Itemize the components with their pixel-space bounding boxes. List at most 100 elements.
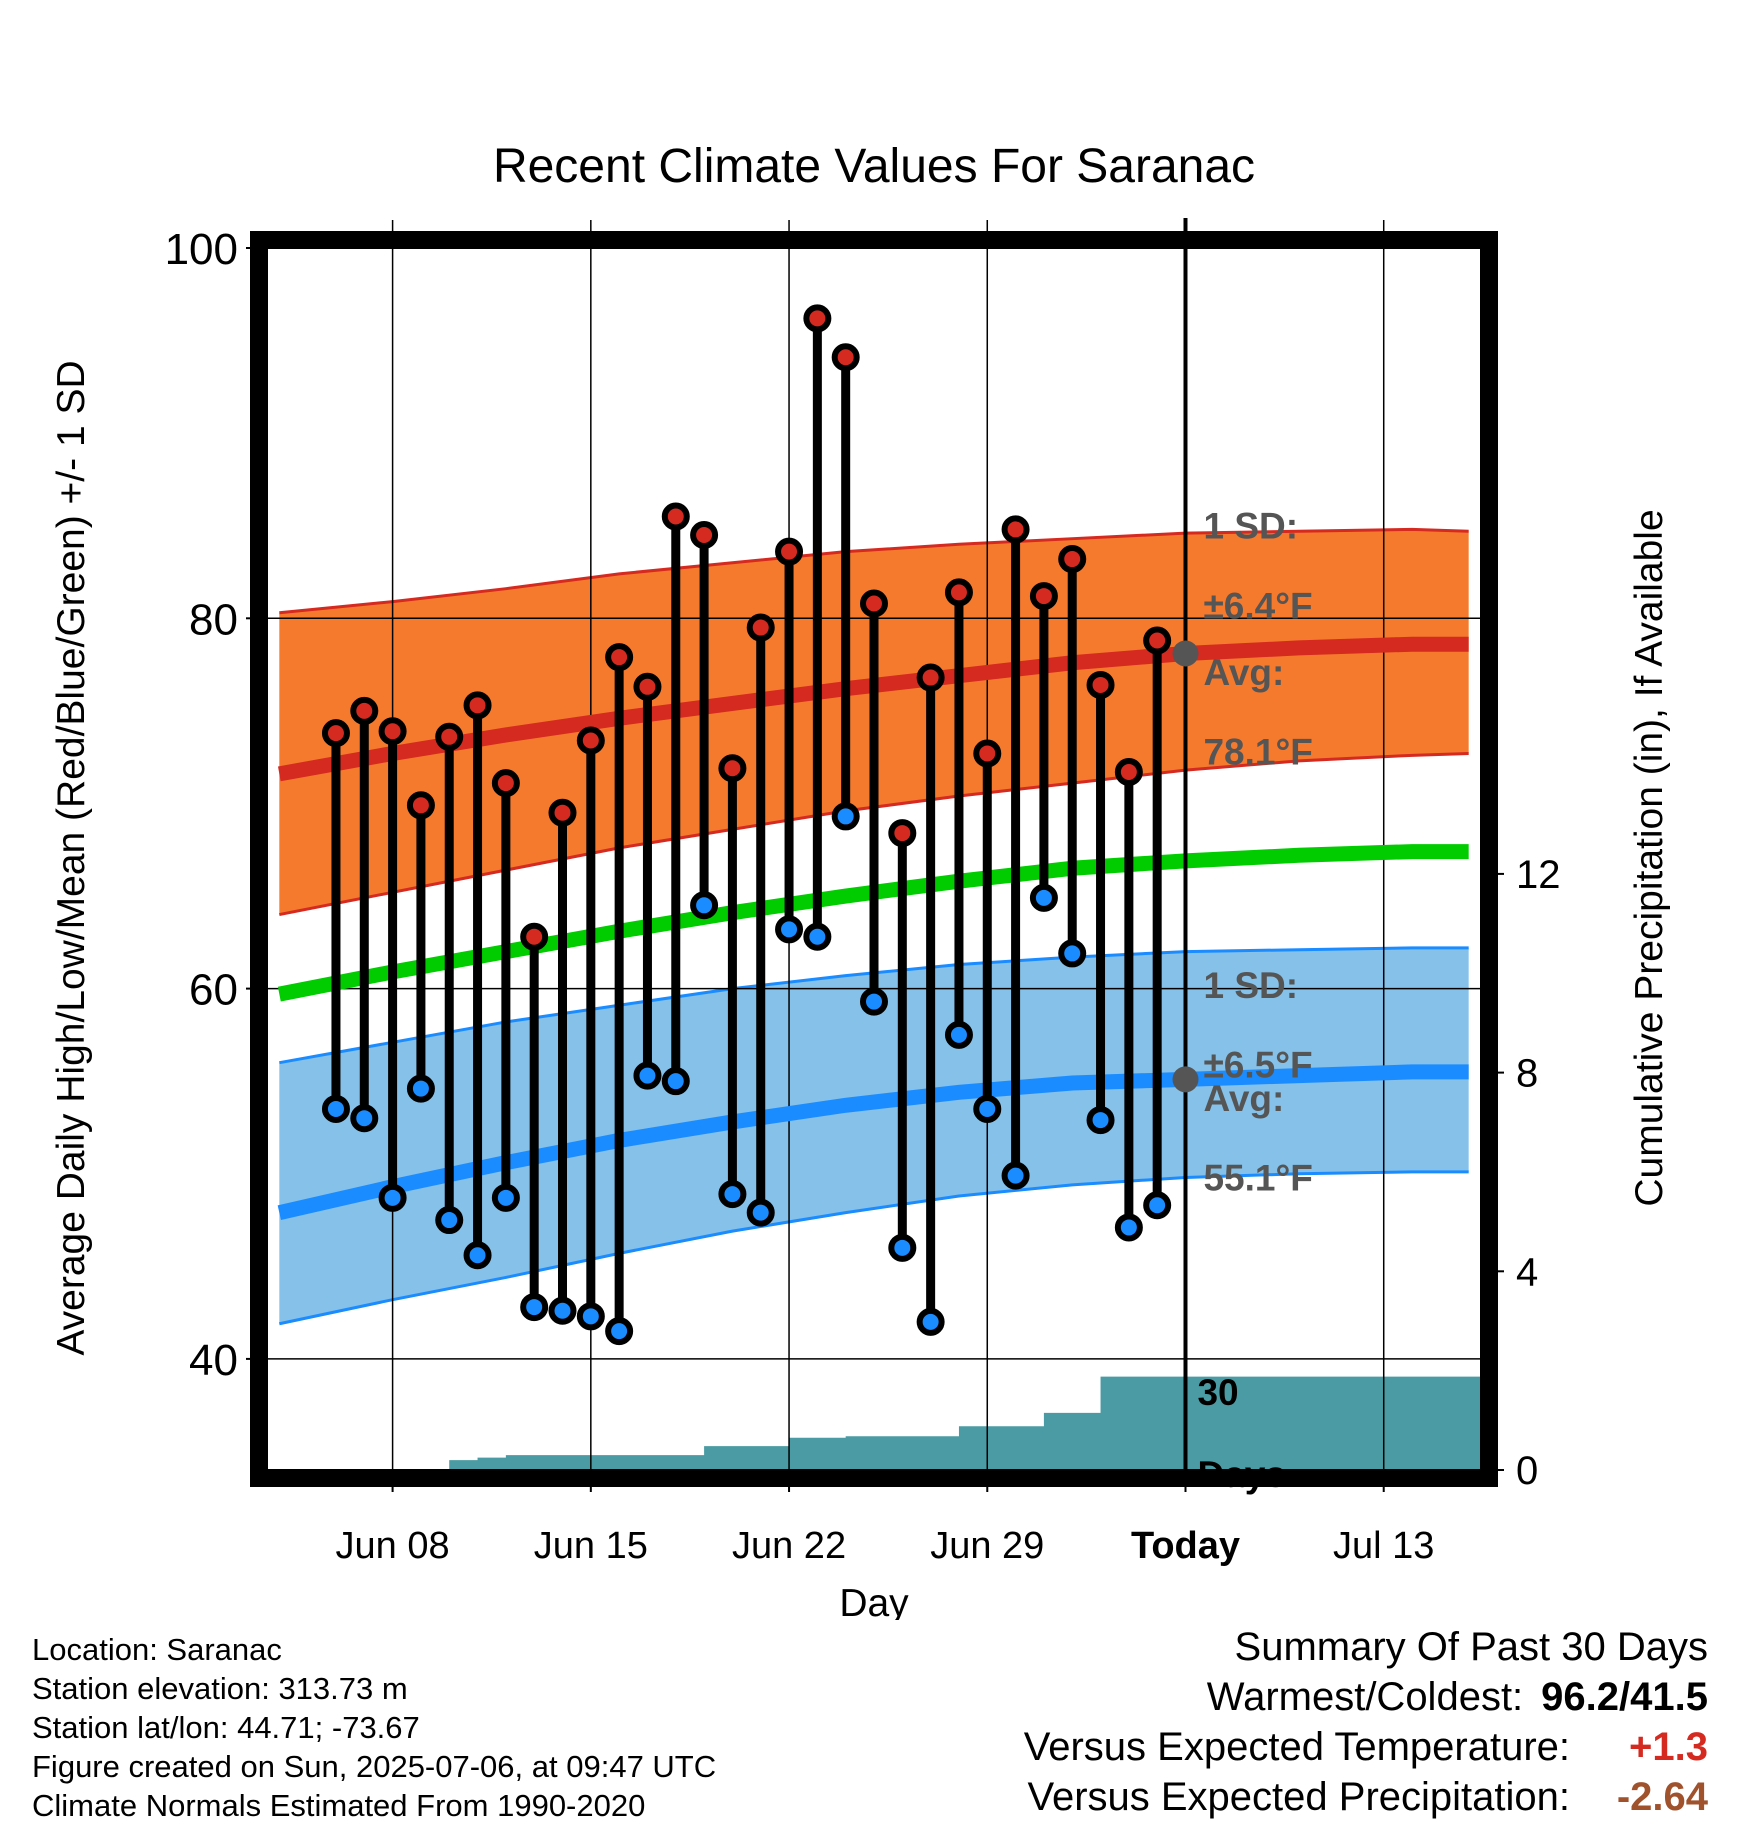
- precip-anomaly-value: -2.64: [1616, 1775, 1708, 1819]
- high-point: [548, 798, 577, 827]
- high-point: [378, 717, 407, 746]
- low-point: [888, 1233, 917, 1262]
- low-sd-band: [279, 947, 1469, 1324]
- y2-tick-label: 0: [1516, 1449, 1538, 1493]
- x-tick-label: Jun 22: [732, 1525, 846, 1567]
- high-point: [888, 819, 917, 848]
- x-tick-label: Jun 15: [534, 1525, 648, 1567]
- normal-high-line: [277, 636, 1469, 782]
- low-point: [548, 1296, 577, 1325]
- warmest-coldest-value: 96.2/41.5: [1541, 1675, 1708, 1719]
- location-text: Location: Saranac: [32, 1632, 282, 1667]
- low-point: [916, 1307, 945, 1336]
- low-point: [576, 1302, 605, 1331]
- low-avg-label: Avg:: [1203, 1078, 1284, 1119]
- high-point: [1001, 515, 1030, 544]
- high-sd-lower-edge: [279, 751, 1469, 917]
- high-avg-value: 78.1°F: [1203, 732, 1312, 773]
- high-sd-upper-edge: [279, 527, 1469, 615]
- low-point: [406, 1074, 435, 1103]
- low-avg-value: 55.1°F: [1203, 1157, 1312, 1198]
- high-point: [1058, 545, 1087, 574]
- high-point: [803, 304, 832, 333]
- low-point: [973, 1094, 1002, 1123]
- elevation-text: Station elevation: 313.73 m: [32, 1671, 408, 1706]
- low-point: [944, 1020, 973, 1049]
- low-point: [690, 891, 719, 920]
- x-tick-label: Jun 08: [336, 1525, 450, 1567]
- high-point: [576, 726, 605, 755]
- y-tick-label: 60: [189, 966, 238, 1015]
- high-point: [661, 502, 690, 531]
- high-point: [491, 769, 520, 798]
- plot-frame: [250, 231, 1498, 1487]
- today-high-normal-marker: [1172, 640, 1199, 667]
- y-tick-label: 100: [165, 225, 238, 274]
- y2-axis-label: Cumulative Precipitation (in), If Availa…: [1628, 509, 1671, 1206]
- low-point: [1143, 1191, 1172, 1220]
- climate-chart: Recent Climate Values For Saranac 1 SD: ±…: [50, 140, 1671, 1620]
- x-tick-label: Today: [1131, 1525, 1240, 1567]
- high-point: [746, 613, 775, 642]
- latlon-text: Station lat/lon: 44.71; -73.67: [32, 1710, 420, 1745]
- warmest-coldest-label: Warmest/Coldest:: [1206, 1675, 1524, 1719]
- high-point: [1029, 582, 1058, 611]
- low-point: [831, 802, 860, 831]
- low-point: [1001, 1161, 1030, 1190]
- high-point: [463, 691, 492, 720]
- temp-anomaly-row: Versus Expected Temperature: +1.3: [1024, 1722, 1708, 1772]
- low-point: [661, 1067, 690, 1096]
- y-tick-label: 80: [189, 595, 238, 644]
- summary-panel: Summary Of Past 30 Days Warmest/Coldest:…: [1024, 1622, 1708, 1822]
- high-point: [605, 643, 634, 672]
- low-point: [463, 1241, 492, 1270]
- high-point: [860, 589, 888, 618]
- window-label-number: 30: [1197, 1372, 1238, 1413]
- low-point: [718, 1180, 747, 1209]
- x-tick-label: Jul 13: [1333, 1525, 1434, 1567]
- low-point: [435, 1206, 464, 1235]
- low-point: [321, 1094, 350, 1123]
- high-point: [944, 578, 973, 607]
- high-point: [831, 343, 860, 372]
- precip-area: [268, 1376, 1480, 1470]
- station-info: Location: Saranac Station elevation: 313…: [32, 1630, 716, 1825]
- y-tick-label: 40: [189, 1336, 238, 1385]
- low-sd-value: ±6.5°F: [1203, 1044, 1312, 1085]
- low-point: [1086, 1106, 1115, 1135]
- high-point: [406, 791, 435, 820]
- high-point: [718, 754, 747, 783]
- y2-tick-label: 12: [1516, 853, 1561, 897]
- low-sd-label: 1 SD:: [1203, 965, 1298, 1006]
- high-avg-label: Avg:: [1203, 652, 1284, 693]
- high-point: [1086, 670, 1115, 699]
- low-point: [605, 1317, 634, 1346]
- summary-title: Summary Of Past 30 Days: [1234, 1625, 1708, 1669]
- low-point: [1114, 1213, 1143, 1242]
- high-point: [435, 722, 464, 751]
- high-point: [916, 663, 945, 692]
- y-axis-label: Average Daily High/Low/Mean (Red/Blue/Gr…: [50, 360, 93, 1355]
- x-tick-label: Jun 29: [930, 1525, 1044, 1567]
- x-axis-label: Day: [839, 1582, 909, 1620]
- y2-tick-label: 4: [1516, 1250, 1538, 1294]
- chart-title: Recent Climate Values For Saranac: [493, 140, 1255, 193]
- normals-text: Climate Normals Estimated From 1990-2020: [32, 1788, 646, 1823]
- low-point: [1029, 883, 1058, 912]
- low-point: [775, 915, 804, 944]
- low-point: [803, 922, 832, 951]
- high-sd-value: ±6.4°F: [1203, 585, 1312, 626]
- warmest-coldest-row: Warmest/Coldest: 96.2/41.5: [1024, 1672, 1708, 1722]
- low-point: [491, 1183, 520, 1212]
- low-point: [1058, 939, 1087, 968]
- high-point: [633, 672, 662, 701]
- y2-tick-label: 8: [1516, 1052, 1538, 1096]
- high-point: [973, 739, 1002, 768]
- high-point: [520, 922, 549, 951]
- low-point: [746, 1198, 775, 1227]
- high-point: [1143, 626, 1172, 655]
- precip-anomaly-row: Versus Expected Precipitation: -2.64: [1024, 1772, 1708, 1822]
- high-point: [1114, 757, 1143, 786]
- high-point: [775, 537, 804, 566]
- high-sd-label: 1 SD:: [1203, 506, 1298, 547]
